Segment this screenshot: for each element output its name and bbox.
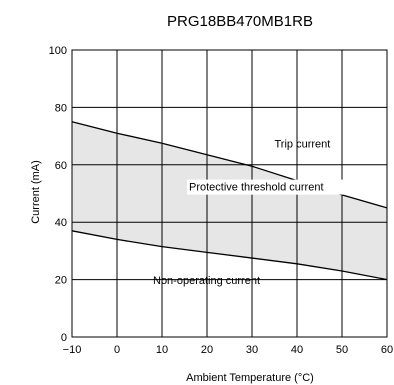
chart-title: PRG18BB470MB1RB	[167, 13, 313, 30]
x-tick-label: 50	[336, 344, 348, 356]
x-tick-label: 30	[246, 344, 258, 356]
y-tick-label: 40	[55, 217, 67, 229]
y-axis-label: Current (mA)	[30, 160, 42, 224]
x-tick-label: −10	[63, 344, 82, 356]
x-tick-label: 10	[156, 344, 168, 356]
y-tick-label: 60	[55, 160, 67, 172]
x-tick-label: 0	[114, 344, 120, 356]
y-tick-label: 100	[49, 45, 67, 57]
y-tick-label: 0	[61, 332, 67, 344]
protective-threshold-label: Protective threshold current	[189, 182, 324, 194]
x-tick-label: 20	[201, 344, 213, 356]
trip-current-label: Trip current	[275, 139, 331, 151]
x-axis-label: Ambient Temperature (°C)	[186, 372, 314, 384]
protective-threshold-fill	[72, 122, 387, 280]
non-operating-current-label: Non-operating current	[153, 275, 260, 287]
y-tick-label: 80	[55, 102, 67, 114]
protective-threshold-band	[72, 122, 387, 280]
x-tick-label: 60	[381, 344, 393, 356]
y-tick-label: 20	[55, 275, 67, 287]
x-tick-label: 40	[291, 344, 303, 356]
